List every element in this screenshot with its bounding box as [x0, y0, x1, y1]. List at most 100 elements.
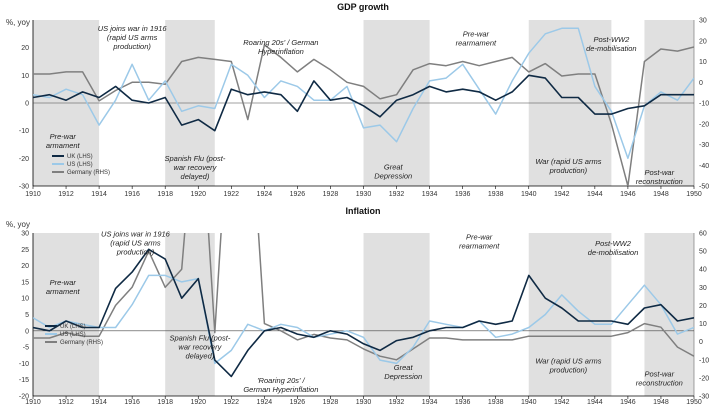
y-axis-unit-label: %, yoy [6, 220, 30, 229]
x-tick-label: 1930 [356, 191, 372, 198]
event-annotation: Spanish Flu (post-war recovery delayed) [165, 154, 226, 181]
event-annotation: Post-WW2 de-mobilisation [586, 35, 636, 53]
y2-tick-label: 30 [699, 18, 707, 25]
annotation-line: German Hyperinflation [243, 385, 318, 394]
annotation-line: War (rapid US arms [535, 157, 601, 166]
y2-tick-label: 20 [699, 38, 707, 45]
y-tick-label: 15 [21, 279, 29, 286]
y-tick-label: 0 [25, 101, 29, 108]
x-tick-label: 1934 [422, 191, 438, 198]
event-annotation: Pre-war rearmament [459, 233, 500, 251]
x-tick-label: 1918 [157, 191, 173, 198]
x-tick-label: 1922 [224, 191, 240, 198]
y2-tick-label: 50 [699, 249, 707, 256]
annotation-line: Pre-war [463, 30, 490, 39]
event-annotation: Great Depression [384, 363, 422, 381]
annotation-line: de-mobilisation [588, 248, 638, 257]
annotation-line: Spanish Flu (post- [169, 334, 230, 343]
shaded-period-band [33, 233, 100, 396]
legend-label: UK (LHS) [60, 324, 86, 330]
annotation-line: Depression [384, 372, 422, 381]
series-line-germany [33, 44, 694, 186]
annotation-line: reconstruction [636, 177, 683, 186]
event-annotation: US joins war in 1916 (rapid US arms produc… [98, 24, 168, 51]
annotation-line: War (rapid US arms [535, 356, 601, 365]
event-annotation: Pre-war armament [46, 278, 81, 296]
x-tick-label: 1928 [323, 399, 339, 406]
y2-tick-label: 30 [699, 285, 707, 292]
x-tick-label: 1924 [257, 191, 273, 198]
y2-tick-label: -30 [699, 394, 709, 401]
annotation-line: Spanish Flu (post- [165, 154, 226, 163]
x-tick-label: 1916 [124, 191, 140, 198]
annotation-line: rearmament [456, 39, 497, 48]
annotation-line: 'Roaring 20s' / [257, 376, 305, 385]
annotation-line: Pre-war [50, 132, 77, 141]
legend-label: US (LHS) [67, 162, 93, 168]
x-tick-label: 1942 [554, 191, 570, 198]
y2-tick-label: -30 [699, 142, 709, 149]
shaded-period-band [644, 233, 694, 396]
annotation-line: Post-war [645, 168, 675, 177]
x-tick-label: 1936 [455, 191, 471, 198]
x-tick-label: 1930 [356, 399, 372, 406]
y-tick-label: 25 [21, 247, 29, 254]
y2-tick-label: -40 [699, 163, 709, 170]
x-tick-label: 1932 [389, 399, 405, 406]
x-tick-label: 1934 [422, 399, 438, 406]
annotation-line: war recovery [178, 343, 222, 352]
annotation-line: armament [46, 287, 81, 296]
event-annotation: Post-war reconstruction [636, 369, 683, 387]
series-line-uk [33, 248, 694, 378]
x-tick-label: 1912 [58, 191, 74, 198]
x-tick-label: 1932 [389, 191, 405, 198]
annotation-line: production) [549, 166, 588, 175]
legend-label: UK (LHS) [67, 154, 93, 160]
x-tick-label: 1926 [290, 399, 306, 406]
y-tick-label: -10 [19, 128, 29, 135]
x-tick-label: 1948 [653, 191, 669, 198]
annotation-line: US joins war in 1916 [98, 24, 168, 33]
series-line-uk [33, 74, 694, 132]
x-tick-label: 1926 [290, 191, 306, 198]
event-annotation: Pre-war armament [46, 132, 81, 150]
chart-title: GDP growth [337, 2, 389, 12]
annotation-line: war recovery [173, 163, 217, 172]
x-tick-label: 1950 [686, 399, 702, 406]
x-tick-label: 1920 [190, 191, 206, 198]
x-tick-label: 1916 [124, 399, 140, 406]
annotation-line: Great [384, 162, 404, 171]
annotation-line: production) [112, 42, 151, 51]
y2-tick-label: 0 [699, 80, 703, 87]
y-tick-label: 5 [25, 312, 29, 319]
x-tick-label: 1910 [25, 399, 41, 406]
x-tick-label: 1922 [224, 399, 240, 406]
x-tick-label: 1924 [257, 399, 273, 406]
annotation-line: Hyperinflation [258, 47, 304, 56]
y2-tick-label: -20 [699, 375, 709, 382]
annotation-line: Post-war [645, 369, 675, 378]
x-tick-label: 1946 [620, 191, 636, 198]
event-annotation: War (rapid US arms production) [535, 356, 601, 374]
annotation-line: US joins war in 1916 [101, 229, 171, 238]
x-tick-label: 1936 [455, 399, 471, 406]
series-line-us [33, 27, 694, 160]
event-annotation: Spanish Flu (post-war recovery delayed) [169, 334, 230, 361]
event-annotation: Post-WW2 de-mobilisation [588, 239, 638, 257]
legend-label: Germany (RHS) [60, 340, 103, 346]
x-tick-label: 1914 [91, 191, 107, 198]
y-tick-label: 30 [21, 231, 29, 238]
annotation-line: production) [116, 247, 155, 256]
y2-tick-label: -10 [699, 357, 709, 364]
annotation-line: Pre-war [466, 233, 493, 242]
gdp-growth-panel: GDP growth %, yoy -30 -20 -10 0 10 20 -50 -40 -30 -… [6, 2, 709, 198]
annotation-line: Post-WW2 [593, 35, 630, 44]
annotation-line: (rapid US arms [110, 238, 161, 247]
x-tick-label: 1914 [91, 399, 107, 406]
legend-label: US (LHS) [60, 332, 86, 338]
y2-tick-label: 0 [699, 339, 703, 346]
event-annotation: Great Depression [374, 162, 412, 180]
y2-tick-label: 40 [699, 267, 707, 274]
y-tick-label: -30 [19, 184, 29, 191]
